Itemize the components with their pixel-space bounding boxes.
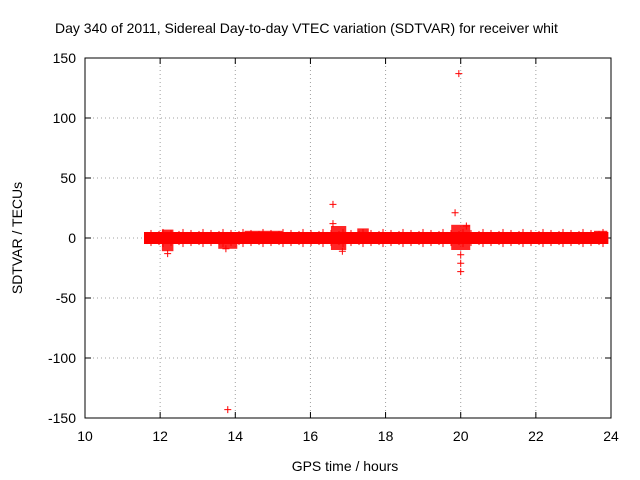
axis-ticks: -150 -100 -50 0 50 100 150 10 12 14 16 18 20 22 24 [48,50,619,444]
y-tick-label: 0 [68,230,76,246]
data-point [455,70,463,78]
x-tick-label: 24 [603,428,619,444]
y-tick-label: -150 [48,410,76,426]
x-tick-label: 20 [453,428,469,444]
y-tick-label: 50 [60,170,76,186]
y-tick-label: 100 [53,110,77,126]
data-band [143,224,609,252]
plot-frame [84,57,612,419]
data-point [164,250,172,258]
data-point [457,259,465,267]
data-point [462,222,470,230]
x-tick-label: 14 [227,428,243,444]
band-spread [593,230,608,243]
band-spread [161,229,174,252]
band-spread [218,233,238,249]
x-tick-label: 16 [303,428,319,444]
x-tick-label: 10 [77,428,93,444]
data-point [457,268,465,276]
data-point [451,209,459,217]
y-axis-label: SDTVAR / TECUs [9,182,25,294]
band-spread [451,224,471,250]
x-tick-label: 22 [528,428,544,444]
y-tick-label: 150 [53,50,77,66]
data-point [329,200,337,208]
data-point [224,406,232,414]
x-axis-label: GPS time / hours [292,458,399,474]
data-point [338,247,346,255]
chart-title: Day 340 of 2011, Sidereal Day-to-day VTE… [55,20,558,36]
data-point [457,251,465,259]
y-tick-label: -100 [48,350,76,366]
y-tick-label: -50 [56,290,76,306]
data-point [222,245,230,253]
data-point [329,220,337,228]
x-tick-label: 18 [378,428,394,444]
data-points [164,70,470,414]
x-tick-label: 12 [152,428,168,444]
